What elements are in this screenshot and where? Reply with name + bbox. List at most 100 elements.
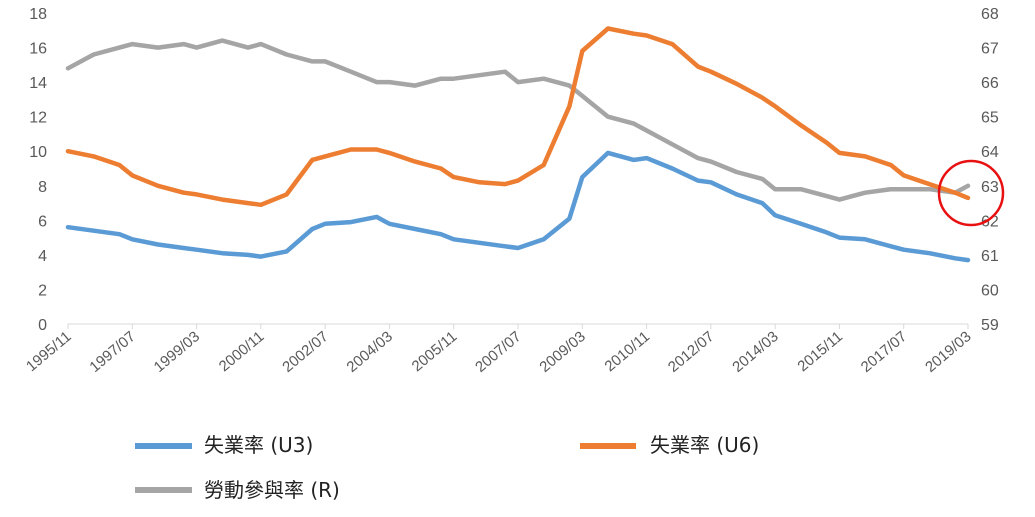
x-tick-label: 1995/11 [23,328,75,375]
series-2-point [350,70,352,73]
series-0-point [645,157,648,159]
series-1-point [671,43,674,45]
series-1-point [697,65,699,68]
x-tick-label: 2015/11 [794,328,846,375]
series-0-point [285,250,288,253]
y-right-tick-label: 61 [981,248,999,265]
y-left-tick-label: 14 [29,75,47,92]
legend-label-u3: 失業率 (U3) [204,433,313,457]
y-right-tick-label: 63 [981,179,999,196]
series-2-point [735,171,738,173]
x-tick-label: 2007/07 [472,328,524,376]
series-1-point [375,148,378,151]
series-0-point [710,181,712,184]
y-right-tick-label: 62 [981,213,999,230]
axis-layer [67,323,969,329]
series-1-point [478,181,481,184]
x-tick-label: 2017/07 [858,328,910,376]
series-1-point [774,105,776,108]
series-2-point [118,46,121,49]
series-line-1 [65,26,971,208]
series-1-point [928,183,931,185]
series-2-point [568,84,571,87]
legend-item-u6: 失業率 (U6) [580,433,759,457]
right-axis-tick-labels: 59 60 61 62 63 64 65 66 67 68 [981,6,999,334]
series-1-point [581,50,584,52]
series-2-point [375,81,378,83]
x-tick-label: 2010/11 [602,328,654,375]
series-line-2 [65,38,971,202]
series-1-point [710,70,712,73]
y-left-tick-label: 18 [29,6,47,23]
series-2-point [825,195,828,197]
series-0-point [221,252,224,254]
legend: 失業率 (U3) 失業率 (U6) 勞動參與率 (R) [135,433,759,502]
y-left-tick-label: 2 [38,282,47,299]
x-axis-tick-labels: 1995/11 1997/07 1999/03 2000/11 2002/07 2004/… [23,328,975,376]
series-2-point [581,95,584,97]
series-1-point [825,141,828,144]
series-1-point [452,176,455,178]
series-1-point [350,148,352,151]
series-0-point [542,238,545,241]
series-0-point [607,152,609,154]
series-2-point [478,74,481,76]
x-tick-label: 2004/03 [344,328,396,376]
series-0-point [928,252,931,254]
series-0-point [157,243,159,246]
series-0-point [890,245,892,248]
series-0-point [375,216,378,218]
y-left-tick-label: 12 [29,110,47,127]
y-right-tick-label: 68 [981,6,999,23]
series-1-point [92,155,95,158]
series-0-point [671,167,674,170]
series-1-point [864,155,866,158]
series-0-point [452,238,455,241]
series-1-point [517,179,519,182]
series-0-point [838,236,841,239]
series-0-point [247,254,249,256]
series-1-point [118,164,121,166]
series-0-point [825,231,828,234]
series-2-point [440,77,442,80]
series-0-point [967,259,969,261]
x-tick-label: 2005/11 [409,328,461,375]
series-1-point [954,191,956,194]
series-2-point [452,77,455,80]
series-2-point [324,60,326,63]
series-0-point [440,233,442,235]
y-right-tick-label: 65 [981,110,999,127]
series-1-point [967,197,969,199]
series-0-point [131,238,134,241]
series-2-point [761,178,764,180]
series-1-point [645,34,648,37]
series-0-point [388,223,391,225]
series-1-point [195,193,198,196]
series-0-point [954,257,956,260]
series-0-point [774,214,776,216]
legend-item-u3: 失業率 (U3) [135,433,313,457]
series-0-point [568,217,571,220]
y-left-tick-label: 16 [29,41,47,58]
legend-item-participation: 勞動參與率 (R) [135,478,340,502]
left-axis-tick-labels: 0 2 4 6 8 10 12 14 16 18 [29,6,47,334]
x-tick-label: 2019/03 [922,328,974,376]
legend-label-u6: 失業率 (U6) [650,433,759,457]
x-tick-label: 2009/03 [536,328,588,376]
series-0-point [800,223,802,225]
series-0-point [324,223,326,225]
series-1-point [761,96,764,99]
series-2-point [967,185,969,187]
series-1-point [285,193,288,196]
series-1-point [440,167,442,170]
series-1-point [838,152,841,154]
series-0-point [311,228,314,230]
series-2-point [517,81,519,83]
series-2-point [838,198,841,201]
series-1-point [607,27,609,30]
series-0-point [260,255,262,258]
legend-label-participation: 勞動參與率 (R) [204,478,340,502]
series-2-point [260,43,262,45]
y-right-tick-label: 67 [981,41,999,58]
